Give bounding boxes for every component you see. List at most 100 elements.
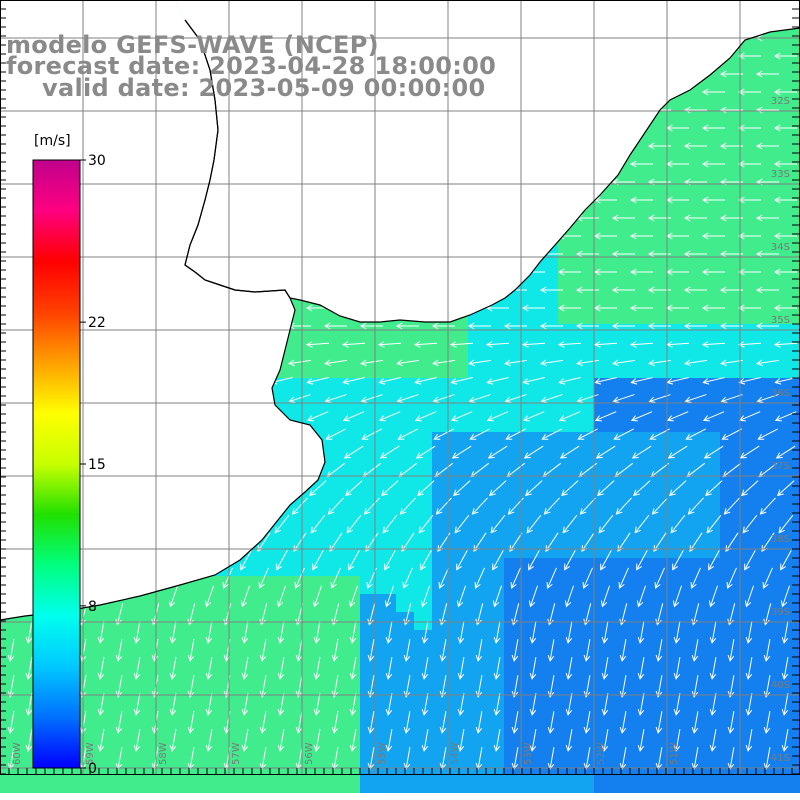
colorbar-tick-label: 30 [88,153,106,169]
wind-field-cell [324,468,343,487]
wind-field-cell [432,432,451,451]
wind-arrow [457,657,465,680]
wind-field-cell [522,630,541,649]
wind-field-cell [486,702,505,721]
wind-field-cell [216,774,235,793]
wind-arrow [205,693,213,716]
wind-arrow [529,621,537,644]
wind-arrow [493,621,501,644]
wind-arrow [487,445,508,459]
wind-field-cell [270,666,289,685]
wind-arrow [630,376,653,385]
wind-field-cell [594,648,613,667]
wind-field-cell [720,216,739,235]
wind-field-cell [396,684,415,703]
wind-field-cell [756,576,775,595]
wind-arrow [719,214,743,222]
wind-field-cell [162,756,181,775]
wind-field-cell [270,684,289,703]
wind-arrow [701,88,725,96]
wind-field-cell [756,414,775,433]
wind-field-cell [720,72,739,91]
wind-field-cell [774,720,793,739]
longitude-label: 54W [450,742,461,765]
wind-arrow [529,693,537,716]
wind-arrow [684,394,707,404]
wind-arrow [187,747,195,770]
wind-field-cell [684,306,703,325]
wind-field-cell [720,486,739,505]
wind-field-cell [324,504,343,523]
wind-arrow [637,657,645,680]
wind-field-cell [234,648,253,667]
wind-field-cell [612,504,631,523]
wind-field-cell [738,648,757,667]
wind-field-cell [774,288,793,307]
wind-arrow [723,497,740,515]
wind-field-cell [684,270,703,289]
wind-field-cell [522,666,541,685]
wind-field-cell [234,738,253,757]
wind-field-cell [558,774,577,793]
wind-arrow [504,394,527,404]
wind-field-cell [630,720,649,739]
wind-field-cell [774,252,793,271]
wind-arrow [755,214,779,222]
wind-arrow [115,675,123,698]
wind-field-cell [450,774,469,793]
wind-arrow [547,711,555,734]
wind-vector-arrows [7,34,798,770]
wind-field-cell [702,180,721,199]
wind-field-cell [648,288,667,307]
wind-arrow [561,480,579,497]
wind-field-cell [702,360,721,379]
wind-arrow [755,106,779,114]
wind-field-cell [162,666,181,685]
wind-field-cell [324,378,343,397]
wind-field-cell [540,378,559,397]
wind-field-cell [486,774,505,793]
wind-field-cell [342,486,361,505]
wind-field-cell [558,270,577,289]
wind-field-cell [738,666,757,685]
wind-field-cell [738,468,757,487]
wind-arrow [97,729,105,752]
wind-field-cell [414,648,433,667]
wind-arrow [241,657,249,680]
wind-field-cell [666,504,685,523]
wind-field-cell [774,738,793,757]
wind-field-cell [738,216,757,235]
wind-field-cell [738,180,757,199]
wind-field-cell [486,504,505,523]
wind-field-cell [504,414,523,433]
wind-field-cell [630,738,649,757]
wind-field-cell [522,468,541,487]
wind-field-cell [612,468,631,487]
wind-arrow [611,322,635,330]
wind-field-cell [306,306,325,325]
wind-arrow [325,428,346,440]
wind-field-cell [504,504,523,523]
wind-arrow [673,693,681,716]
wind-arrow [528,585,539,608]
wind-field-cell [774,396,793,415]
wind-field-cell [630,252,649,271]
wind-arrow [331,639,339,662]
wind-field-cell [684,756,703,775]
wind-field-cell [612,378,631,397]
wind-field-cell [558,234,577,253]
wind-field-cell [720,234,739,253]
wind-field-cell [0,756,19,775]
wind-field-cell [468,630,487,649]
wind-arrow [755,250,779,258]
wind-arrow [421,729,429,752]
wind-field-cell [540,270,559,289]
wind-field-cell [486,666,505,685]
wind-field-cell [270,702,289,721]
wind-field-cell [540,720,559,739]
wind-field-cell [630,432,649,451]
wind-field-cell [684,432,703,451]
wind-arrow [629,268,653,276]
wind-field-cell [234,720,253,739]
wind-arrow [738,376,761,385]
